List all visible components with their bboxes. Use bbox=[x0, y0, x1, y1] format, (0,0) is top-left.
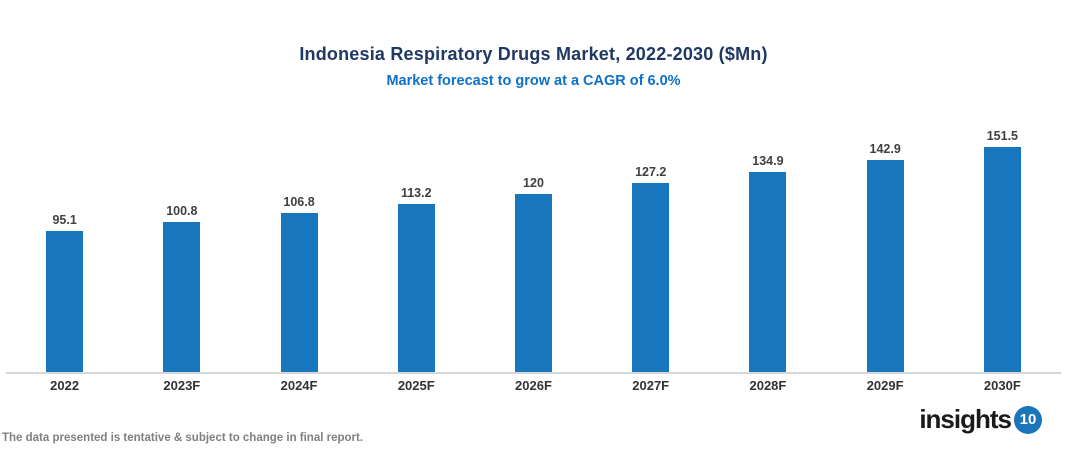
bar bbox=[514, 193, 552, 372]
bar bbox=[280, 213, 318, 372]
x-axis-label: 2027F bbox=[632, 378, 670, 393]
bar-value-label: 120 bbox=[523, 175, 544, 190]
bar bbox=[983, 147, 1021, 372]
bar-value-label: 95.1 bbox=[52, 212, 77, 227]
bar-value-label: 142.9 bbox=[869, 141, 901, 156]
x-axis-label: 2023F bbox=[163, 378, 201, 393]
bar-value-label: 134.9 bbox=[752, 153, 784, 168]
x-axis-label: 2029F bbox=[866, 378, 904, 393]
bar-column: 113.2 bbox=[358, 186, 475, 372]
bar-value-label: 100.8 bbox=[166, 204, 198, 219]
bar-value-label: 106.8 bbox=[283, 195, 315, 210]
bar-column: 100.8 bbox=[123, 204, 240, 372]
x-axis-label: 2030F bbox=[983, 378, 1021, 393]
bar-column: 106.8 bbox=[240, 195, 357, 372]
logo-text: insights bbox=[919, 404, 1012, 434]
bar-column: 151.5 bbox=[944, 129, 1061, 372]
plot-area: 95.1 100.8 106.8 113.2 120 127.2 134.9 142.9 151… bbox=[6, 110, 1061, 374]
bar bbox=[397, 203, 435, 372]
bar-column: 142.9 bbox=[827, 142, 944, 372]
chart-subtitle: Market forecast to grow at a CAGR of 6.0… bbox=[386, 73, 681, 89]
bar bbox=[163, 222, 201, 372]
x-axis-label: 2028F bbox=[749, 378, 787, 393]
x-axis-label: 2022 bbox=[50, 378, 80, 393]
bar-column: 95.1 bbox=[6, 213, 123, 372]
bar-value-label: 113.2 bbox=[400, 185, 432, 200]
bar bbox=[632, 183, 670, 372]
x-axis-labels: 2022 2023F 2024F 2025F 2026F 2027F 2028F 2029F 2… bbox=[6, 378, 1061, 393]
bar-value-label: 127.2 bbox=[635, 165, 667, 180]
disclaimer-text: The data presented is tentative & subjec… bbox=[2, 432, 364, 444]
bar bbox=[866, 159, 904, 372]
x-axis-label: 2026F bbox=[515, 378, 552, 393]
bar-column: 134.9 bbox=[709, 154, 826, 372]
insights10-logo: insights 10 bbox=[919, 404, 1042, 435]
bar-column: 127.2 bbox=[592, 165, 709, 372]
bar-column: 120 bbox=[475, 176, 592, 372]
bar-value-label: 151.5 bbox=[986, 129, 1018, 143]
x-axis-label: 2024F bbox=[280, 378, 318, 393]
logo-badge: 10 bbox=[1014, 405, 1042, 434]
chart-title: Indonesia Respiratory Drugs Market, 2022… bbox=[299, 44, 768, 64]
bar bbox=[46, 230, 84, 372]
bar bbox=[749, 171, 787, 372]
x-axis-label: 2025F bbox=[397, 378, 435, 393]
